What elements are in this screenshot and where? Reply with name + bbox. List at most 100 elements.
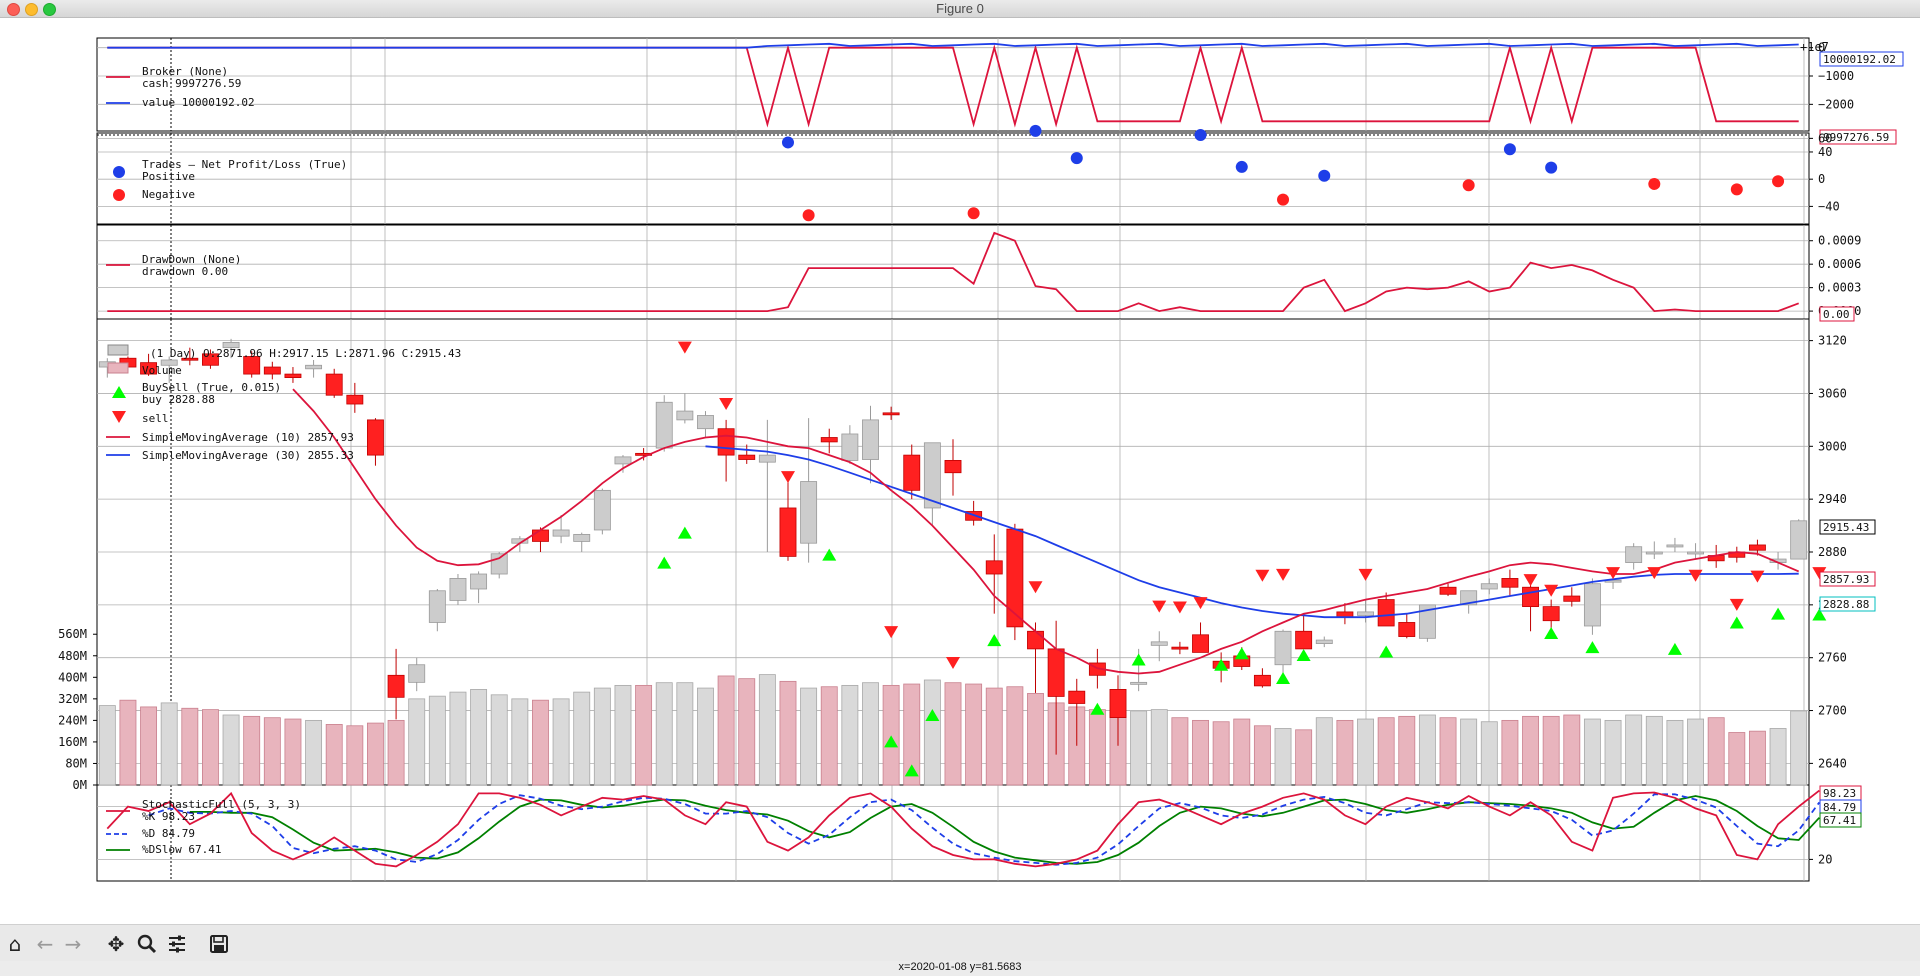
candle-body-72 xyxy=(1583,583,1601,627)
price-legend-volume-swatch xyxy=(107,362,129,374)
volume-bar-9 xyxy=(284,718,302,786)
panel-frame-broker xyxy=(96,37,1810,132)
price-legend-volume: Volume xyxy=(142,364,182,377)
back-arrow-icon[interactable]: ← xyxy=(36,932,54,956)
price-close-tag-box xyxy=(1819,519,1876,535)
maximize-window-button[interactable] xyxy=(43,3,56,16)
volume-bar-23 xyxy=(573,691,591,786)
sell-marker-16 xyxy=(1688,569,1703,582)
volume-bar-73 xyxy=(1604,719,1622,786)
candle-body-37 xyxy=(862,419,879,460)
trade-negative-point-4 xyxy=(1648,177,1661,190)
price-y-tick-label-8: 2640 xyxy=(1818,756,1847,770)
candle-body-44 xyxy=(1006,528,1024,628)
volume-tick-label-6: 80M xyxy=(65,756,87,770)
volume-bar-78 xyxy=(1707,717,1725,786)
volume-bar-2 xyxy=(140,706,158,786)
sell-marker-15 xyxy=(1647,567,1662,580)
candle-body-62 xyxy=(1377,599,1395,627)
trades-y-tick-label-0: 60 xyxy=(1818,131,1832,145)
buy-marker-19 xyxy=(1812,608,1827,621)
sell-marker-2 xyxy=(780,471,795,484)
candle-body-58 xyxy=(1295,630,1313,650)
volume-tick-label-4: 240M xyxy=(58,713,87,727)
candle-body-15 xyxy=(408,664,426,683)
close-window-button[interactable] xyxy=(7,3,20,16)
candle-body-46 xyxy=(1047,648,1065,697)
sell-marker-13 xyxy=(1544,584,1559,597)
volume-bar-62 xyxy=(1377,717,1395,786)
buy-marker-12 xyxy=(1296,649,1311,662)
volume-bar-17 xyxy=(449,691,467,786)
candle-body-9 xyxy=(284,373,302,379)
pan-move-icon[interactable]: ✥ xyxy=(107,932,125,956)
broker-value-line xyxy=(107,42,1799,49)
volume-bar-39 xyxy=(903,683,921,786)
candle-body-76 xyxy=(1666,544,1684,548)
candle-body-40 xyxy=(923,442,941,509)
sell-marker-8 xyxy=(1193,597,1208,610)
volume-bar-56 xyxy=(1253,725,1271,786)
buy-marker-16 xyxy=(1667,642,1682,655)
candle-body-50 xyxy=(1130,681,1148,685)
price-sma10-tag-box xyxy=(1819,571,1876,587)
volume-bar-3 xyxy=(160,702,178,786)
drawdown-legend-value: drawdown 0.00 xyxy=(142,265,228,278)
volume-bar-67 xyxy=(1480,721,1498,786)
buy-marker-6 xyxy=(987,634,1002,647)
candle-body-19 xyxy=(490,553,508,575)
configure-subplots-icon[interactable] xyxy=(164,931,190,957)
volume-bar-52 xyxy=(1171,717,1189,786)
candle-body-80 xyxy=(1748,544,1766,551)
trade-negative-point-1 xyxy=(967,207,980,220)
volume-bar-11 xyxy=(325,724,343,786)
candle-body-82 xyxy=(1790,520,1808,560)
candle-body-2 xyxy=(140,362,158,375)
volume-bar-35 xyxy=(820,686,838,786)
trades-y-tick-label-1: 40 xyxy=(1818,145,1832,159)
price-y-tick-label-7: 2700 xyxy=(1818,704,1847,718)
zoom-magnifier-icon[interactable] xyxy=(134,931,160,957)
drawdown-y-tick-label-1: 0.0006 xyxy=(1818,257,1861,271)
candle-body-7 xyxy=(243,356,261,375)
window-titlebar: Figure 0 xyxy=(0,0,1920,18)
candle-body-69 xyxy=(1522,586,1539,608)
trade-positive-point-5 xyxy=(1318,169,1331,182)
volume-bar-25 xyxy=(614,684,632,786)
candle-body-59 xyxy=(1315,639,1333,644)
volume-tick-label-5: 160M xyxy=(58,735,87,749)
candle-body-18 xyxy=(470,573,488,590)
broker-cash-tag-box xyxy=(1819,129,1897,145)
volume-bar-5 xyxy=(202,709,219,786)
drawdown-value-tag-box xyxy=(1819,306,1855,322)
broker-y-tick-label-2: −2000 xyxy=(1818,97,1854,111)
price-y-tick-label-3: 2940 xyxy=(1818,492,1847,506)
minimize-window-button[interactable] xyxy=(25,3,38,16)
forward-arrow-icon[interactable]: → xyxy=(64,932,82,956)
price-legend-ohlc: (1 Day) O:2871.96 H:2917.15 L:2871.96 C:… xyxy=(150,347,461,360)
drawdown-y-tick-label-0: 0.0009 xyxy=(1818,234,1861,248)
volume-bar-61 xyxy=(1357,718,1374,786)
figure-canvas[interactable]: 0 −1000 −2000 +1e7 Broker (None) cash 9997276… xyxy=(0,18,1920,924)
candle-body-33 xyxy=(779,507,797,557)
volume-bar-45 xyxy=(1027,693,1044,786)
candle-body-22 xyxy=(552,529,570,537)
sell-marker-5 xyxy=(1028,581,1043,594)
stoch-k-line xyxy=(106,789,1820,868)
price-legend-buy: buy 2828.88 xyxy=(142,393,215,406)
candle-body-30 xyxy=(717,428,735,456)
candle-body-41 xyxy=(944,459,962,474)
panel-frame-trades xyxy=(96,132,1810,225)
home-icon[interactable]: ⌂ xyxy=(8,932,22,956)
trade-positive-point-7 xyxy=(1545,161,1558,174)
save-icon[interactable] xyxy=(206,931,232,957)
volume-bar-69 xyxy=(1522,715,1539,786)
candle-body-53 xyxy=(1192,634,1209,653)
sell-marker-3 xyxy=(884,626,899,639)
stoch-dslow-line xyxy=(189,795,1820,865)
volume-bar-54 xyxy=(1212,721,1230,786)
panel-frame-stoch xyxy=(96,784,1810,882)
volume-bar-10 xyxy=(305,719,323,786)
sell-marker-11 xyxy=(1358,568,1373,581)
candle-body-27 xyxy=(655,401,673,449)
